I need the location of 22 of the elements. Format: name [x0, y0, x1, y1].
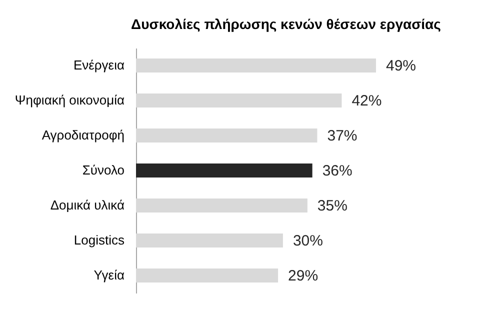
data-label: 29%: [288, 268, 318, 284]
bar: [136, 94, 342, 108]
bar: [136, 234, 283, 248]
data-label: 37%: [327, 128, 358, 144]
chart-title: Δυσκολίες πλήρωσης κενών θέσεων εργασίας: [131, 16, 441, 32]
data-label: 35%: [317, 198, 348, 214]
bar: [136, 164, 312, 178]
y-tick-label: Σύνολο: [82, 162, 124, 178]
data-label: 36%: [322, 162, 352, 180]
y-tick-label: Δομικά υλικά: [50, 198, 125, 212]
y-tick-label: Logistics: [74, 232, 125, 248]
bar: [136, 58, 376, 72]
bar: [136, 198, 308, 212]
y-tick-label: Αγροδιατροφή: [42, 128, 124, 142]
bar: [136, 268, 278, 282]
bar: [136, 128, 318, 142]
y-tick-label: Ενέργεια: [73, 58, 125, 72]
y-tick-label: Υγεία: [94, 268, 125, 282]
y-tick-label: Ψηφιακή οικονομία: [14, 92, 125, 108]
data-label: 49%: [386, 58, 416, 74]
data-label: 30%: [292, 232, 323, 250]
data-label: 42%: [352, 92, 382, 110]
